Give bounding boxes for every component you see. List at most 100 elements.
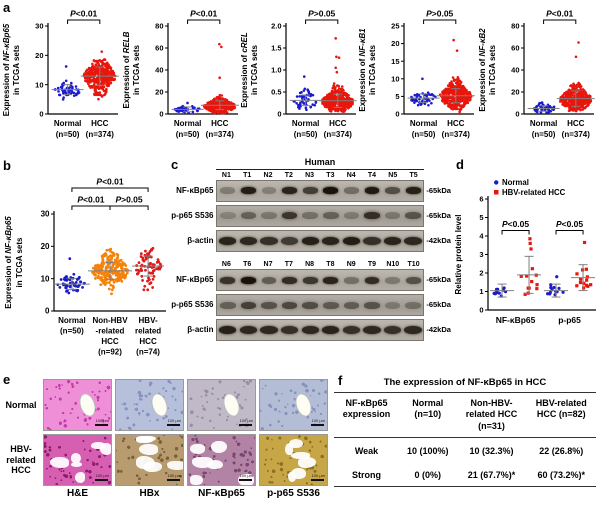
blot-lane [259,236,280,245]
scale-bar [95,479,108,481]
cluster-label: p-p65 [558,315,581,325]
blot-lane [279,301,300,309]
blot-band [239,236,258,245]
histology-row-label: HBV- related HCC [6,444,36,476]
blot-lane [382,326,403,335]
blot-image [216,229,425,252]
y-axis-label-2: in TCGA sets [368,44,377,94]
y-tick-label: 10 [41,274,50,283]
scale-bar-label: 100 μm [311,473,325,478]
significance-bracket [71,187,149,192]
y-tick-label: 1.5 [271,44,281,53]
blot-band [261,276,277,284]
p-value-label: P>0.05 [426,9,453,19]
scale-bar-label: 100 μm [239,473,253,478]
legend-marker [494,180,499,185]
table-cell: 22 (26.8%) [539,445,584,456]
blot-lane [238,301,259,309]
p-value-label: P<0.01 [96,177,123,187]
blot-band [364,212,380,220]
blot-row: β-actin -42kDa [164,229,460,252]
blot-band [405,212,421,220]
tissue-gap [289,438,304,449]
x-group-label: Normal [530,119,558,128]
significance-bracket [71,205,111,210]
scatter-group [91,247,130,296]
table-col-header: Normal (n=10) [399,392,457,438]
lane-label: N7 [263,260,273,268]
x-group-label: HCC [567,119,585,128]
y-tick-label: 4 [479,232,484,241]
central-vein [148,391,171,419]
blot-band [363,236,381,245]
scatter-group [492,286,508,298]
y-tick-label: 80 [155,22,163,31]
blot-lane [259,187,280,195]
blot-row-label: p-p65 S536 [171,210,214,220]
blot-lane [238,212,259,220]
y-tick-label: 0 [395,110,399,119]
scale-bar [167,424,180,426]
blot-lane [320,236,341,245]
x-group-label: -related [96,327,125,336]
blot-band [323,187,339,195]
p-value-label: P<0.01 [77,195,104,205]
lane-label: N2 [263,171,273,179]
blot-lane [341,301,362,309]
blot-band [219,212,236,220]
tissue-gap [189,444,205,455]
y-tick-label: 0 [159,110,163,119]
tissue-gap [166,460,183,471]
histology-col-label: H&E [66,488,89,499]
x-group-label: Normal [58,316,86,325]
lane-label: T9 [367,260,377,268]
x-group-label: (n=374) [206,130,235,139]
tissue-gap [136,455,155,469]
blot-band [343,301,360,309]
blot-band [404,236,422,245]
central-vein [292,391,315,419]
y-tick-label: 40 [155,66,163,75]
blot-band [405,187,421,195]
lane-label: N3 [305,171,315,179]
kda-label: -65kDa [426,186,451,196]
kda-label: -65kDa [426,300,451,310]
scatter-group [135,246,163,292]
lane-label: N1 [221,171,231,179]
significance-bracket [423,19,457,24]
blot-band [384,301,401,309]
x-group-label: (n=50) [412,130,436,139]
scale-bar [95,424,108,426]
blot-row-label: β-actin [187,235,214,245]
blot-lane [238,326,259,335]
blot-row: NF-κBp65 -65kDa [164,179,460,202]
lane-label: T4 [367,171,377,179]
tissue-gap [297,457,316,468]
lane-label: N5 [388,171,398,179]
lane-label: T10 [407,260,420,268]
table-row: Strong 0 (0%) 21 (67.7%)* 60 (73.2%)* [334,462,596,487]
y-axis-label: Expression of NF-κBp65 [2,23,11,116]
histology-col-label: p-p65 S536 [267,488,320,499]
histology-image-hcc-pp65: 100 μm [259,434,328,486]
table-col-header: Non-HBV- related HCC (n=31) [456,392,527,438]
blot-band [322,212,339,220]
p-value-label: P<0.05 [556,219,583,229]
panel-label-d: d [456,157,464,172]
y-tick-label: 6 [479,195,483,204]
panel-histology: Normal 100 μm 100 μm 100 μm 100 μm HBV- relat… [2,379,328,499]
chart-nfkbp65-hbv-groups: 0 10 20 30 Expression of NF-κBp65 in TCGA set… [2,158,172,381]
blot-lane [362,187,383,195]
p-value-label: P>0.05 [308,9,335,19]
blot-lane [320,187,341,195]
blot-lane [362,212,383,220]
significance-bracket [187,19,221,24]
blot-lane [279,276,300,284]
blot-band [281,301,298,309]
central-vein [220,391,243,419]
blot-lane [259,301,280,309]
